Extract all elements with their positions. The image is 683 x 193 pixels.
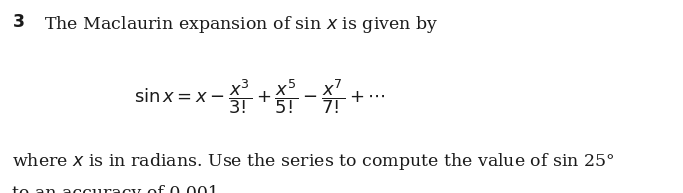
Text: $\mathbf{3}$: $\mathbf{3}$ xyxy=(12,14,25,30)
Text: where $x$ is in radians. Use the series to compute the value of sin 25°: where $x$ is in radians. Use the series … xyxy=(12,151,615,172)
Text: to an accuracy of 0.001.: to an accuracy of 0.001. xyxy=(12,185,225,193)
Text: $\sin x = x - \dfrac{x^{3}}{3!} + \dfrac{x^{5}}{5!} - \dfrac{x^{7}}{7!} + \cdots: $\sin x = x - \dfrac{x^{3}}{3!} + \dfrac… xyxy=(134,77,385,116)
Text: The Maclaurin expansion of sin $x$ is given by: The Maclaurin expansion of sin $x$ is gi… xyxy=(44,14,438,35)
